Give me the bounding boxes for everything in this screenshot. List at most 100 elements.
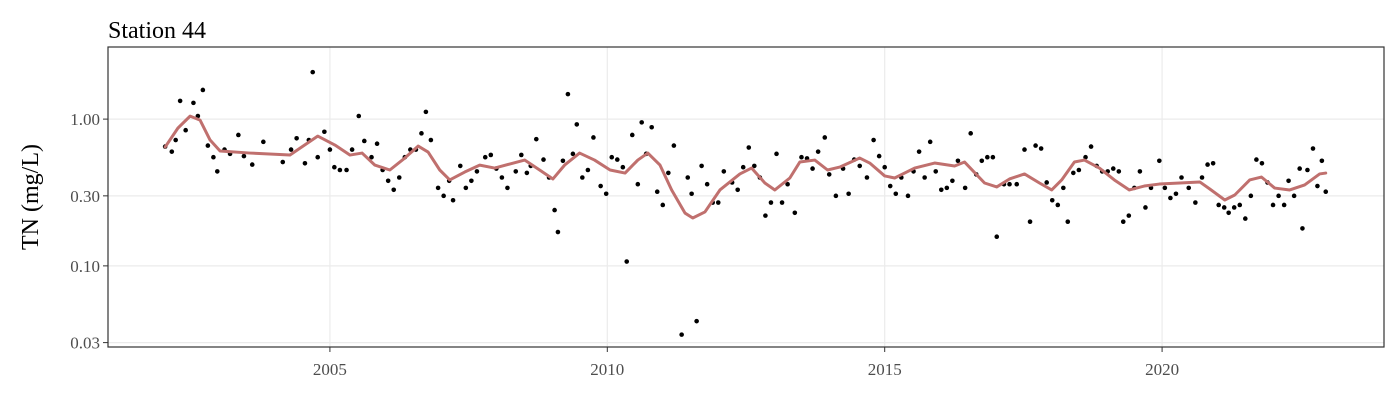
data-point (280, 159, 286, 165)
data-point (1216, 202, 1221, 208)
data-point (1007, 181, 1012, 187)
data-point (1116, 169, 1122, 174)
data-point (846, 191, 851, 197)
data-point (685, 175, 691, 180)
data-point (555, 229, 561, 235)
data-point (585, 167, 591, 173)
data-point (1157, 158, 1162, 164)
data-point (349, 147, 355, 152)
data-point (183, 127, 188, 133)
data-point (1168, 195, 1173, 201)
data-point (614, 157, 620, 162)
data-point (635, 181, 641, 187)
data-point (1162, 185, 1168, 191)
data-point (423, 109, 429, 115)
data-point (905, 193, 911, 199)
data-point (603, 191, 609, 197)
data-point (1305, 167, 1310, 173)
data-point (541, 157, 546, 162)
data-point (916, 149, 922, 154)
x-tick-label: 2020 (1145, 360, 1179, 379)
data-point (609, 154, 615, 160)
data-point (574, 122, 580, 127)
plot-border (107, 46, 1385, 348)
data-point (792, 210, 798, 216)
y-tick-label: 0.10 (70, 257, 100, 276)
data-point (1237, 202, 1243, 208)
data-point (570, 151, 576, 157)
data-point (173, 137, 178, 143)
data-point (1270, 202, 1276, 208)
data-point (560, 158, 566, 164)
data-point (598, 183, 603, 189)
data-point (882, 164, 887, 170)
data-point (214, 169, 220, 174)
y-axis-title: TN (mg/L) (18, 144, 44, 250)
data-point (1049, 197, 1055, 203)
data-point (327, 147, 333, 152)
data-point (315, 154, 321, 160)
data-point (1310, 146, 1316, 151)
data-point (833, 193, 839, 199)
x-tick-label: 2015 (868, 360, 902, 379)
data-point (1120, 219, 1126, 224)
data-point (391, 187, 397, 193)
data-point (799, 154, 804, 160)
data-point (774, 151, 779, 157)
data-point (785, 181, 790, 187)
data-point (1300, 226, 1305, 231)
data-point (310, 69, 316, 75)
data-point (302, 160, 308, 166)
data-point (261, 139, 266, 145)
data-point (815, 149, 821, 154)
data-point (671, 143, 677, 148)
data-point (469, 178, 474, 184)
data-point (740, 164, 746, 170)
data-point (746, 145, 752, 150)
data-point (704, 181, 710, 187)
data-point (944, 185, 950, 191)
data-point (933, 169, 939, 174)
data-point (519, 152, 524, 158)
data-point (715, 200, 721, 205)
data-point (871, 137, 876, 143)
y-tick-label: 0.03 (70, 334, 100, 353)
x-tick-label: 2005 (313, 360, 347, 379)
data-point (699, 163, 704, 169)
data-point (1143, 205, 1148, 210)
data-point (337, 167, 343, 173)
data-point (591, 135, 596, 140)
data-point (985, 154, 990, 160)
data-point (752, 163, 757, 169)
data-point (887, 183, 893, 189)
data-point (1254, 157, 1259, 162)
data-point (1297, 166, 1302, 171)
data-point (236, 132, 241, 138)
data-point (482, 154, 488, 160)
data-point (779, 200, 785, 205)
data-point (1221, 205, 1227, 210)
data-point (1243, 216, 1248, 221)
data-point (1291, 193, 1297, 199)
data-point (927, 139, 933, 145)
data-point (1199, 175, 1205, 180)
data-point (241, 153, 247, 159)
data-point (1126, 213, 1132, 218)
data-point (374, 141, 380, 146)
data-point (356, 113, 362, 119)
data-point (876, 153, 882, 159)
data-point (1088, 144, 1094, 149)
data-point (660, 202, 666, 208)
data-point (666, 170, 671, 176)
data-point (169, 149, 175, 154)
data-point (1210, 160, 1216, 166)
data-point (369, 154, 374, 160)
data-point (195, 113, 201, 119)
data-point (1044, 180, 1049, 185)
data-point (768, 200, 774, 205)
data-point (249, 162, 255, 167)
data-point (629, 132, 635, 138)
data-point (1281, 202, 1287, 208)
